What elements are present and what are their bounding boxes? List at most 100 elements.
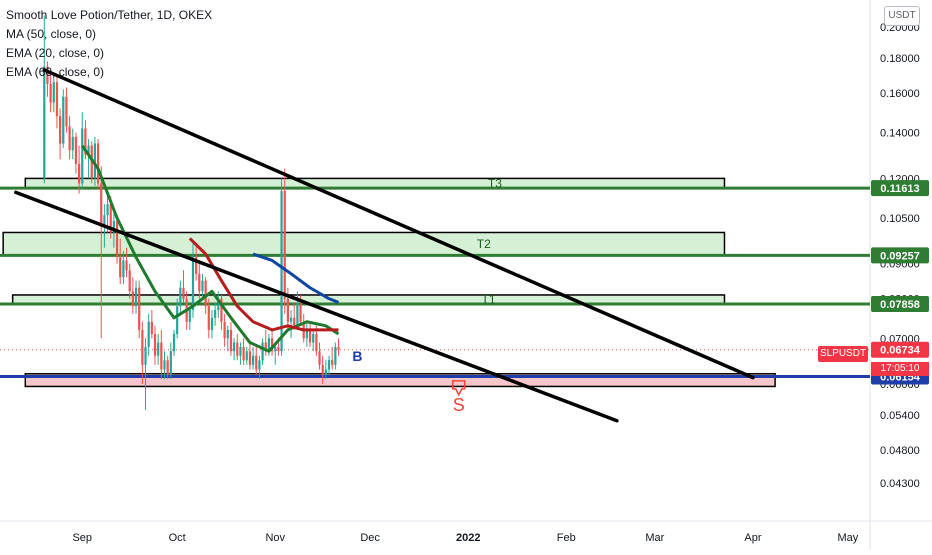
level-price-tag — [871, 247, 929, 264]
time-tick-label: Nov — [265, 532, 285, 544]
zone-label: T2 — [477, 237, 491, 251]
trendline — [42, 68, 755, 380]
time-tick-label: Apr — [744, 532, 761, 544]
candle-body — [318, 351, 321, 365]
candle-body — [163, 360, 166, 370]
candle-body — [112, 220, 115, 233]
candle-body — [59, 116, 62, 144]
candle-body — [267, 338, 271, 352]
candle-body — [103, 215, 106, 227]
time-tick-label: Sep — [72, 532, 92, 544]
candle-body — [153, 334, 157, 356]
candle-body — [236, 342, 239, 356]
candle-body — [46, 66, 49, 84]
candle-body — [84, 128, 87, 155]
level-price-tag — [871, 180, 929, 197]
candle-body — [270, 338, 274, 352]
candle-body — [239, 346, 242, 356]
time-tick-label: Mar — [645, 532, 664, 544]
price-tick-label: 0.05400 — [880, 410, 920, 422]
candle-body — [49, 83, 52, 103]
candle-body — [191, 257, 195, 310]
time-tick-label: 2022 — [456, 532, 480, 544]
time-tick-label: May — [837, 532, 858, 544]
candle-body — [125, 260, 128, 271]
sell-signal-label: S — [453, 395, 465, 415]
price-tick-label: 0.16000 — [880, 88, 920, 100]
countdown-tag: 17:05:10 — [871, 362, 929, 376]
candle-body — [337, 346, 340, 350]
candle-body — [296, 302, 299, 326]
candle-body — [166, 360, 169, 375]
candle-body — [55, 82, 59, 117]
candle-body — [334, 346, 337, 365]
candle-body — [207, 306, 210, 330]
level-price-label: 0.07858 — [880, 299, 920, 311]
candle-body — [214, 309, 217, 318]
indicator-ma50-label[interactable]: MA (50, close, 0) — [6, 27, 97, 41]
candle-body — [198, 273, 201, 292]
last-price-tag — [871, 341, 929, 358]
candle-body — [251, 355, 255, 365]
candle-body — [134, 287, 138, 307]
candle-body — [68, 126, 71, 151]
candle-body — [315, 334, 318, 352]
candle-body — [93, 143, 97, 179]
candle-body — [293, 317, 296, 326]
candle-body — [274, 346, 277, 352]
candle-body — [65, 96, 68, 127]
candle-body — [204, 280, 207, 307]
candle-body — [321, 364, 324, 375]
candle-body — [138, 287, 141, 330]
candle-body — [242, 346, 245, 361]
indicator-ema20-label[interactable]: EMA (20, close, 0) — [6, 46, 105, 60]
target-zone-box — [2, 231, 726, 257]
candle-body — [308, 329, 312, 343]
zone-label: T3 — [488, 176, 502, 190]
symbol-tag: SLPUSDT — [818, 346, 868, 362]
candle-body — [289, 317, 293, 322]
candle-body — [255, 355, 258, 370]
level-price-tag — [871, 295, 929, 312]
candle-body — [119, 257, 122, 278]
candle-body — [324, 369, 327, 375]
indicator-ema60-label[interactable]: EMA (60, close, 0) — [6, 65, 105, 79]
candle-body — [220, 298, 223, 322]
price-tick-label: 0.04800 — [880, 445, 920, 457]
candle-body — [210, 317, 214, 330]
ema60-line — [252, 252, 340, 304]
candle-body — [87, 145, 90, 155]
candle-body — [261, 342, 264, 361]
ma50-line — [81, 144, 340, 353]
candle-body — [305, 329, 308, 339]
buy-signal-label: B — [352, 348, 362, 364]
candle-body — [245, 351, 248, 361]
price-tick-label: 0.14000 — [880, 128, 920, 140]
candle-body — [331, 360, 334, 365]
price-tick-label: 0.10500 — [880, 213, 920, 225]
candle-body — [312, 334, 315, 343]
chart-title: Smooth Love Potion/Tether, 1D, OKEX — [6, 8, 213, 22]
candle-body — [52, 82, 55, 103]
currency-unit-badge[interactable]: USDT — [884, 6, 920, 26]
level-price-label: 0.09257 — [880, 250, 920, 262]
candle-body — [96, 143, 100, 184]
candle-body — [128, 270, 131, 292]
price-tick-label: 0.18000 — [880, 53, 920, 65]
candle-body — [43, 66, 46, 179]
candle-body — [176, 306, 179, 335]
candle-body — [122, 260, 125, 278]
candle-body — [115, 220, 119, 258]
time-tick-label: Oct — [169, 532, 186, 544]
candle-body — [277, 346, 280, 352]
candle-body — [106, 204, 109, 216]
candle-body — [226, 329, 229, 339]
candle-body — [109, 204, 112, 233]
candle-body — [201, 280, 204, 292]
zone-label: T1 — [482, 293, 496, 307]
level-price-label: 0.11613 — [880, 183, 919, 195]
candle-body — [131, 291, 134, 307]
candle-body — [327, 360, 331, 370]
